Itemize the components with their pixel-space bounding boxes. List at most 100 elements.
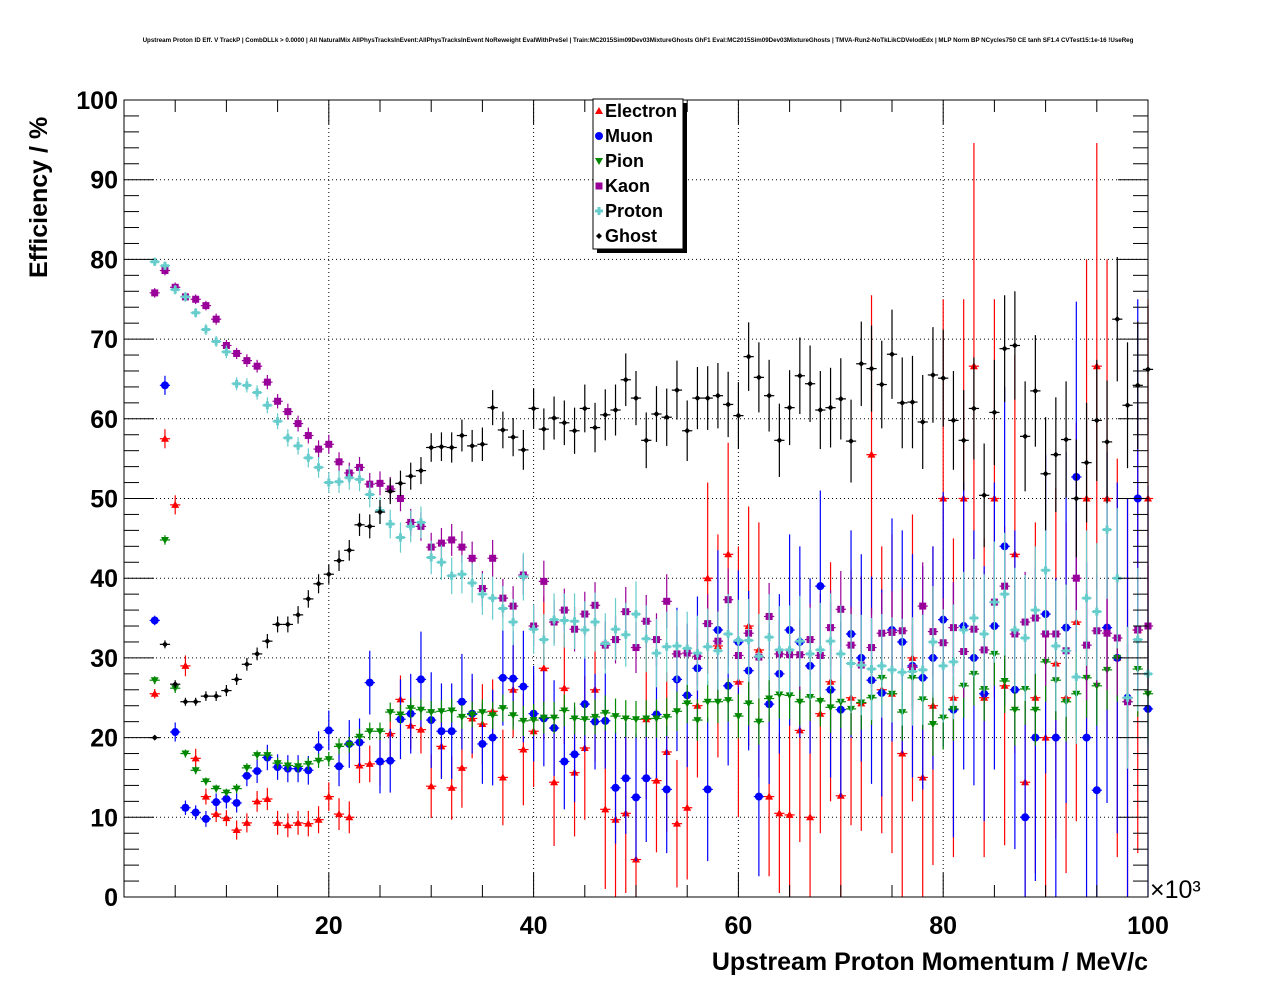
muon-point — [620, 722, 631, 835]
proton-point — [538, 614, 549, 666]
kaon-point — [231, 347, 242, 360]
proton-point — [159, 261, 171, 270]
proton-point — [661, 611, 672, 682]
proton-marker — [826, 637, 835, 646]
proton-marker — [795, 637, 804, 646]
proton-marker — [1051, 641, 1060, 650]
y-tick-label: 0 — [104, 884, 118, 912]
proton-marker — [867, 665, 876, 674]
proton-point — [723, 594, 734, 674]
pion-point — [292, 759, 304, 773]
pion-marker — [591, 713, 600, 721]
pion-marker — [150, 677, 159, 685]
proton-point — [1132, 567, 1143, 712]
proton-marker — [744, 636, 753, 645]
muon-marker — [437, 727, 446, 736]
kaon-point — [374, 471, 386, 496]
ghost-point — [405, 462, 416, 490]
proton-marker — [181, 292, 190, 301]
ghost-marker — [622, 376, 629, 383]
electron-point — [262, 787, 273, 811]
ghost-marker — [981, 492, 988, 499]
legend-entry-pion: Pion — [595, 151, 644, 171]
ghost-marker — [407, 473, 414, 480]
series-electron — [149, 143, 1154, 897]
pion-marker — [447, 707, 456, 715]
proton-point — [774, 606, 785, 694]
pion-point — [395, 704, 406, 725]
ghost-marker — [766, 392, 773, 399]
ghost-marker — [1042, 470, 1049, 477]
proton-point — [364, 481, 375, 508]
ghost-point — [1101, 380, 1113, 504]
x-tick-label: 80 — [929, 912, 957, 940]
muon-marker — [150, 616, 159, 625]
proton-marker — [304, 453, 313, 462]
proton-point — [385, 509, 396, 539]
proton-marker — [703, 642, 712, 651]
pion-point — [303, 757, 314, 771]
pion-marker — [775, 691, 784, 699]
proton-point — [282, 429, 293, 447]
electron-point — [221, 810, 232, 827]
electron-point — [333, 798, 345, 831]
ghost-marker — [827, 404, 834, 411]
electron-point — [364, 745, 375, 783]
kaon-marker — [151, 289, 159, 297]
electron-marker — [191, 754, 200, 762]
x-tick-label: 60 — [724, 912, 752, 940]
ghost-marker — [510, 434, 517, 441]
ghost-marker — [479, 441, 486, 448]
proton-marker — [314, 463, 323, 472]
electron-marker — [273, 818, 282, 826]
pion-point — [190, 766, 201, 775]
ghost-marker — [428, 444, 435, 451]
ghost-point — [548, 396, 560, 440]
ghost-marker — [735, 412, 742, 419]
pion-point — [344, 736, 355, 753]
legend-marker-muon — [595, 132, 603, 140]
kaon-point — [262, 374, 273, 390]
ghost-marker — [1114, 316, 1121, 323]
muon-marker — [498, 673, 507, 682]
proton-marker — [672, 641, 681, 650]
ghost-point — [835, 358, 846, 440]
ghost-marker — [889, 351, 895, 358]
proton-point — [221, 345, 232, 359]
ghost-marker — [305, 595, 312, 602]
series-ghost — [149, 257, 1154, 741]
electron-point — [282, 813, 293, 838]
kaon-point — [252, 359, 263, 373]
ghost-marker — [848, 438, 855, 445]
muon-marker — [642, 774, 651, 783]
pion-point — [641, 700, 652, 737]
kaon-marker — [284, 408, 292, 416]
muon-marker — [416, 675, 425, 684]
pion-marker — [212, 785, 221, 793]
kaon-marker — [315, 445, 323, 453]
proton-marker — [550, 615, 559, 624]
pion-marker — [273, 760, 282, 768]
muon-marker — [611, 783, 620, 792]
ghost-marker — [807, 380, 814, 387]
ghost-point — [876, 340, 887, 429]
proton-marker — [273, 417, 282, 426]
proton-marker — [396, 533, 405, 542]
ghost-point — [477, 427, 488, 462]
ghost-point — [231, 673, 242, 685]
pion-marker — [263, 752, 272, 760]
proton-marker — [724, 629, 733, 638]
proton-marker — [693, 649, 702, 658]
muon-marker — [232, 798, 241, 807]
ghost-point — [1030, 335, 1041, 447]
muon-marker — [1082, 733, 1091, 742]
ghost-marker — [776, 437, 783, 444]
proton-point — [682, 611, 693, 685]
muon-point — [364, 650, 375, 715]
muon-point — [180, 800, 191, 815]
proton-point — [1009, 567, 1020, 693]
ghost-marker — [868, 365, 875, 372]
pion-marker — [416, 706, 425, 714]
muon-marker — [160, 381, 169, 390]
pion-point — [723, 678, 734, 722]
